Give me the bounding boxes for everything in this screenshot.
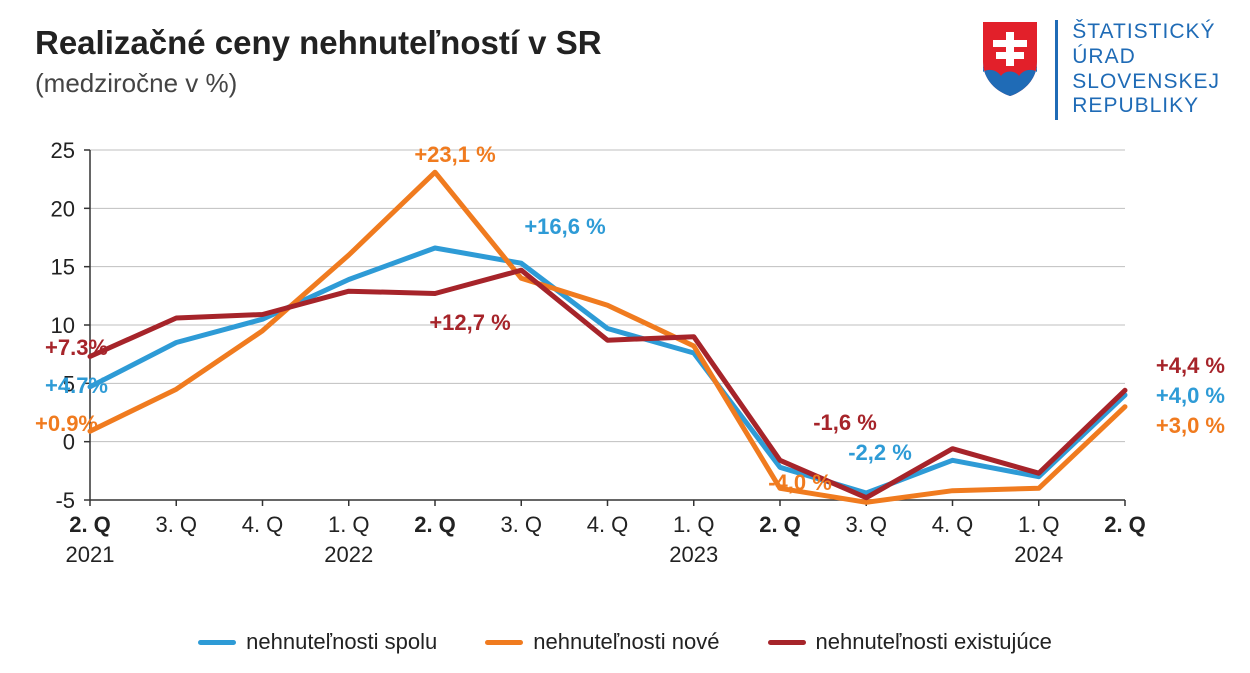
legend-item: nehnuteľnosti spolu <box>198 629 437 655</box>
legend-item: nehnuteľnosti existujúce <box>768 629 1052 655</box>
svg-text:+4.7%: +4.7% <box>45 373 108 398</box>
svg-text:+7.3%: +7.3% <box>45 335 108 360</box>
svg-text:2022: 2022 <box>324 542 373 567</box>
svg-text:+12,7 %: +12,7 % <box>429 310 510 335</box>
legend-label: nehnuteľnosti existujúce <box>816 629 1052 655</box>
svg-text:15: 15 <box>51 255 75 280</box>
svg-text:3. Q: 3. Q <box>155 512 197 537</box>
svg-text:2024: 2024 <box>1014 542 1063 567</box>
svg-text:-1,6 %: -1,6 % <box>813 410 877 435</box>
svg-text:2021: 2021 <box>66 542 115 567</box>
svg-text:-4,0 %: -4,0 % <box>768 470 832 495</box>
legend-swatch <box>198 640 236 645</box>
svg-text:+0.9%: +0.9% <box>35 411 98 436</box>
legend-item: nehnuteľnosti nové <box>485 629 719 655</box>
svg-text:1. Q: 1. Q <box>1018 512 1060 537</box>
svg-text:4. Q: 4. Q <box>587 512 629 537</box>
svg-text:-5: -5 <box>55 488 75 513</box>
svg-text:2. Q: 2. Q <box>414 512 456 537</box>
svg-text:1. Q: 1. Q <box>328 512 370 537</box>
svg-text:2. Q: 2. Q <box>1104 512 1146 537</box>
legend-label: nehnuteľnosti spolu <box>246 629 437 655</box>
svg-text:+4,0 %: +4,0 % <box>1156 383 1225 408</box>
svg-text:+3,0 %: +3,0 % <box>1156 413 1225 438</box>
svg-text:3. Q: 3. Q <box>500 512 542 537</box>
legend-label: nehnuteľnosti nové <box>533 629 719 655</box>
svg-text:2. Q: 2. Q <box>69 512 111 537</box>
legend: nehnuteľnosti spolu nehnuteľnosti nové neh… <box>0 629 1250 655</box>
legend-swatch <box>768 640 806 645</box>
svg-text:+16,6 %: +16,6 % <box>524 214 605 239</box>
svg-text:25: 25 <box>51 138 75 163</box>
svg-text:3. Q: 3. Q <box>845 512 887 537</box>
svg-text:1. Q: 1. Q <box>673 512 715 537</box>
svg-text:4. Q: 4. Q <box>242 512 284 537</box>
line-chart: -50510152025 2. Q3. Q4. Q1. Q2. Q3. Q4. … <box>0 0 1250 620</box>
svg-text:2023: 2023 <box>669 542 718 567</box>
svg-text:2. Q: 2. Q <box>759 512 801 537</box>
svg-text:-2,2 %: -2,2 % <box>848 440 912 465</box>
svg-text:+23,1 %: +23,1 % <box>414 142 495 167</box>
svg-text:20: 20 <box>51 196 75 221</box>
legend-swatch <box>485 640 523 645</box>
svg-text:+4,4 %: +4,4 % <box>1156 353 1225 378</box>
svg-text:4. Q: 4. Q <box>932 512 974 537</box>
